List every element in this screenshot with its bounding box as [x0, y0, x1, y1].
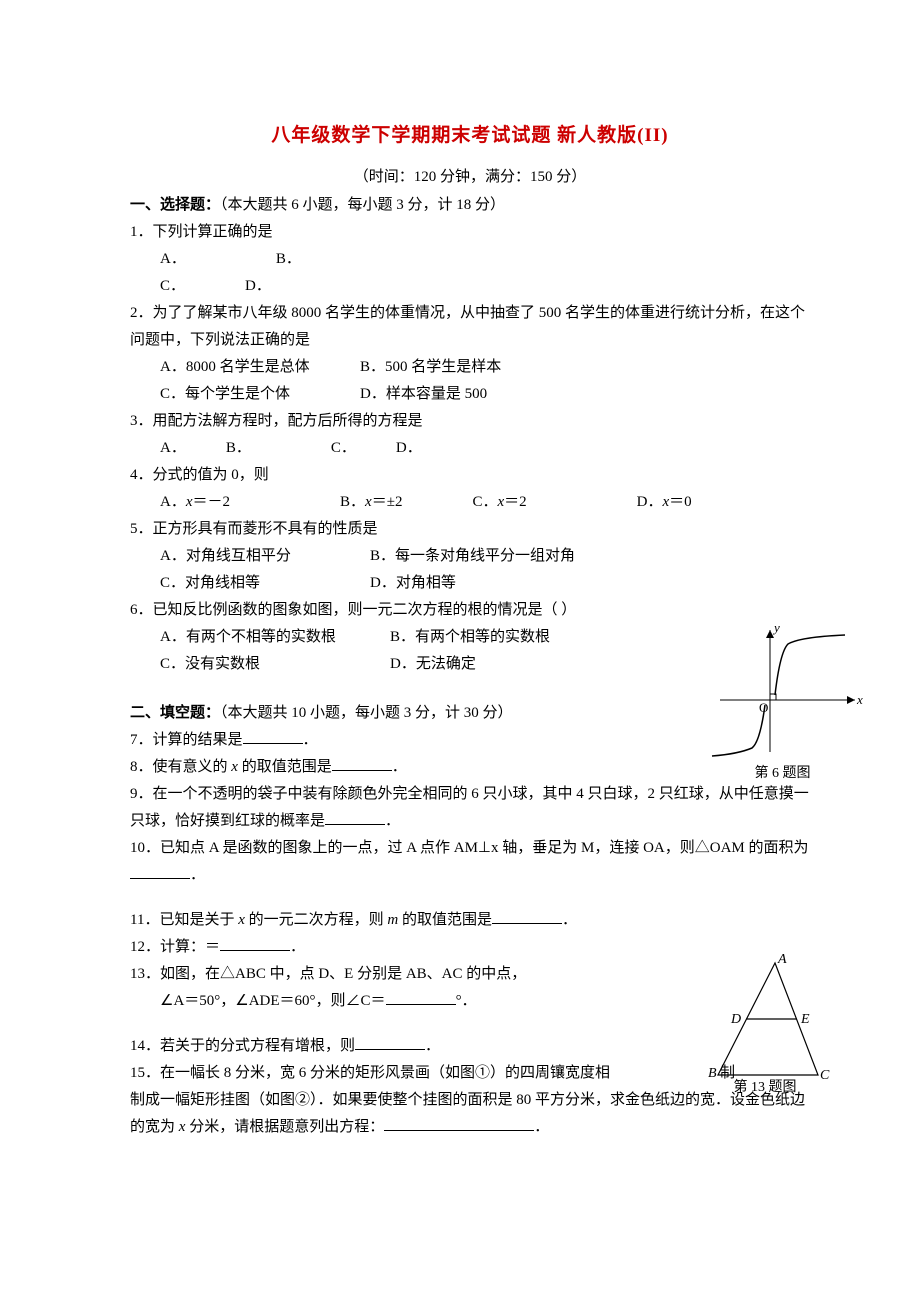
- section-2-label: 二、填空题：: [130, 705, 220, 721]
- exam-info: （时间：120 分钟，满分：150 分）: [130, 165, 810, 186]
- q2-opt-a: A．8000 名学生是总体: [160, 354, 360, 381]
- q1-options-row1: A． B．: [130, 246, 810, 273]
- q3-opt-d: D．: [396, 440, 422, 456]
- vertex-a: A: [777, 953, 787, 967]
- section-1-label: 一、选择题：: [130, 197, 220, 213]
- q15-blank: [384, 1116, 534, 1131]
- q1-opt-a: A．: [160, 251, 186, 267]
- figure-13: A B C D E 第 13 题图: [690, 953, 840, 1096]
- q1-options-row2: C． D．: [130, 273, 810, 300]
- q2-opt-b: B．500 名学生是样本: [360, 359, 501, 375]
- q5-opt-d: D．对角相等: [370, 575, 456, 591]
- vertex-d: D: [730, 1012, 741, 1027]
- q8-blank: [332, 756, 392, 771]
- q1-text: 1．下列计算正确的是: [130, 219, 810, 246]
- q9-text: 9．在一个不透明的袋子中装有除颜色外完全相同的 6 只小球，其中 4 只白球，2…: [130, 781, 810, 835]
- q6-opt-b: B．有两个相等的实数根: [390, 629, 550, 645]
- q10-blank: [130, 864, 190, 879]
- vertex-b: B: [708, 1066, 717, 1081]
- q2-options-row1: A．8000 名学生是总体B．500 名学生是样本: [130, 354, 810, 381]
- q2-opt-d: D．样本容量是 500: [360, 386, 487, 402]
- section-1-desc: （本大题共 6 小题，每小题 3 分，计 18 分）: [220, 197, 505, 213]
- q12-blank: [220, 936, 290, 951]
- q3-options: A． B． C． D．: [130, 435, 810, 462]
- vertex-e: E: [800, 1012, 810, 1027]
- q1-opt-d: D．: [245, 278, 271, 294]
- q1-opt-c: C．: [160, 278, 185, 294]
- q1-opt-b: B．: [276, 251, 301, 267]
- q6-opt-c: C．没有实数根: [160, 651, 390, 678]
- triangle-icon: A B C D E: [690, 953, 840, 1088]
- q9-blank: [325, 810, 385, 825]
- q2-opt-c: C．每个学生是个体: [160, 381, 360, 408]
- q4-opt-c: C．x＝2: [472, 494, 526, 510]
- q3-opt-a: A．: [160, 440, 186, 456]
- q6-text: 6．已知反比例函数的图象如图，则一元二次方程的根的情况是（ ）: [130, 597, 810, 624]
- q4-opt-a: A．x＝－2: [160, 494, 230, 510]
- hyperbola-graph-icon: y x O: [700, 622, 865, 762]
- q4-options: A．x＝－2 B．x＝±2 C．x＝2 D．x＝0: [130, 489, 810, 516]
- q7-blank: [243, 729, 303, 744]
- y-axis-label: y: [772, 622, 780, 635]
- q6-opt-d: D．无法确定: [390, 656, 476, 672]
- q3-opt-c: C．: [331, 440, 356, 456]
- q13-blank: [386, 990, 456, 1005]
- q11-text: 11．已知是关于 x 的一元二次方程，则 m 的取值范围是．: [130, 907, 810, 934]
- q5-opt-c: C．对角线相等: [160, 570, 370, 597]
- q5-opt-b: B．每一条对角线平分一组对角: [370, 548, 575, 564]
- q4-text: 4．分式的值为 0，则: [130, 462, 810, 489]
- q5-options-row2: C．对角线相等D．对角相等: [130, 570, 810, 597]
- q10-text: 10．已知点 A 是函数的图象上的一点，过 A 点作 AM⊥x 轴，垂足为 M，…: [130, 835, 810, 889]
- q3-text: 3．用配方法解方程时，配方后所得的方程是: [130, 408, 810, 435]
- document-title: 八年级数学下学期期末考试试题 新人教版(II): [130, 120, 810, 147]
- q5-options-row1: A．对角线互相平分B．每一条对角线平分一组对角: [130, 543, 810, 570]
- q2-text: 2．为了了解某市八年级 8000 名学生的体重情况，从中抽查了 500 名学生的…: [130, 300, 810, 354]
- vertex-c: C: [820, 1068, 830, 1083]
- q4-opt-d: D．x＝0: [637, 494, 692, 510]
- q5-opt-a: A．对角线互相平分: [160, 543, 370, 570]
- q11-blank: [492, 909, 562, 924]
- figure-6: y x O 第 6 题图: [700, 622, 865, 782]
- section-1-header: 一、选择题：（本大题共 6 小题，每小题 3 分，计 18 分）: [130, 192, 810, 219]
- q4-opt-b: B．x＝±2: [340, 494, 402, 510]
- q3-opt-b: B．: [226, 440, 251, 456]
- q2-options-row2: C．每个学生是个体D．样本容量是 500: [130, 381, 810, 408]
- x-axis-label: x: [856, 692, 863, 707]
- q14-blank: [355, 1035, 425, 1050]
- q5-text: 5．正方形具有而菱形不具有的性质是: [130, 516, 810, 543]
- origin-label: O: [759, 700, 768, 715]
- figure-6-caption: 第 6 题图: [700, 762, 865, 782]
- q6-opt-a: A．有两个不相等的实数根: [160, 624, 390, 651]
- section-2-desc: （本大题共 10 小题，每小题 3 分，计 30 分）: [220, 705, 513, 721]
